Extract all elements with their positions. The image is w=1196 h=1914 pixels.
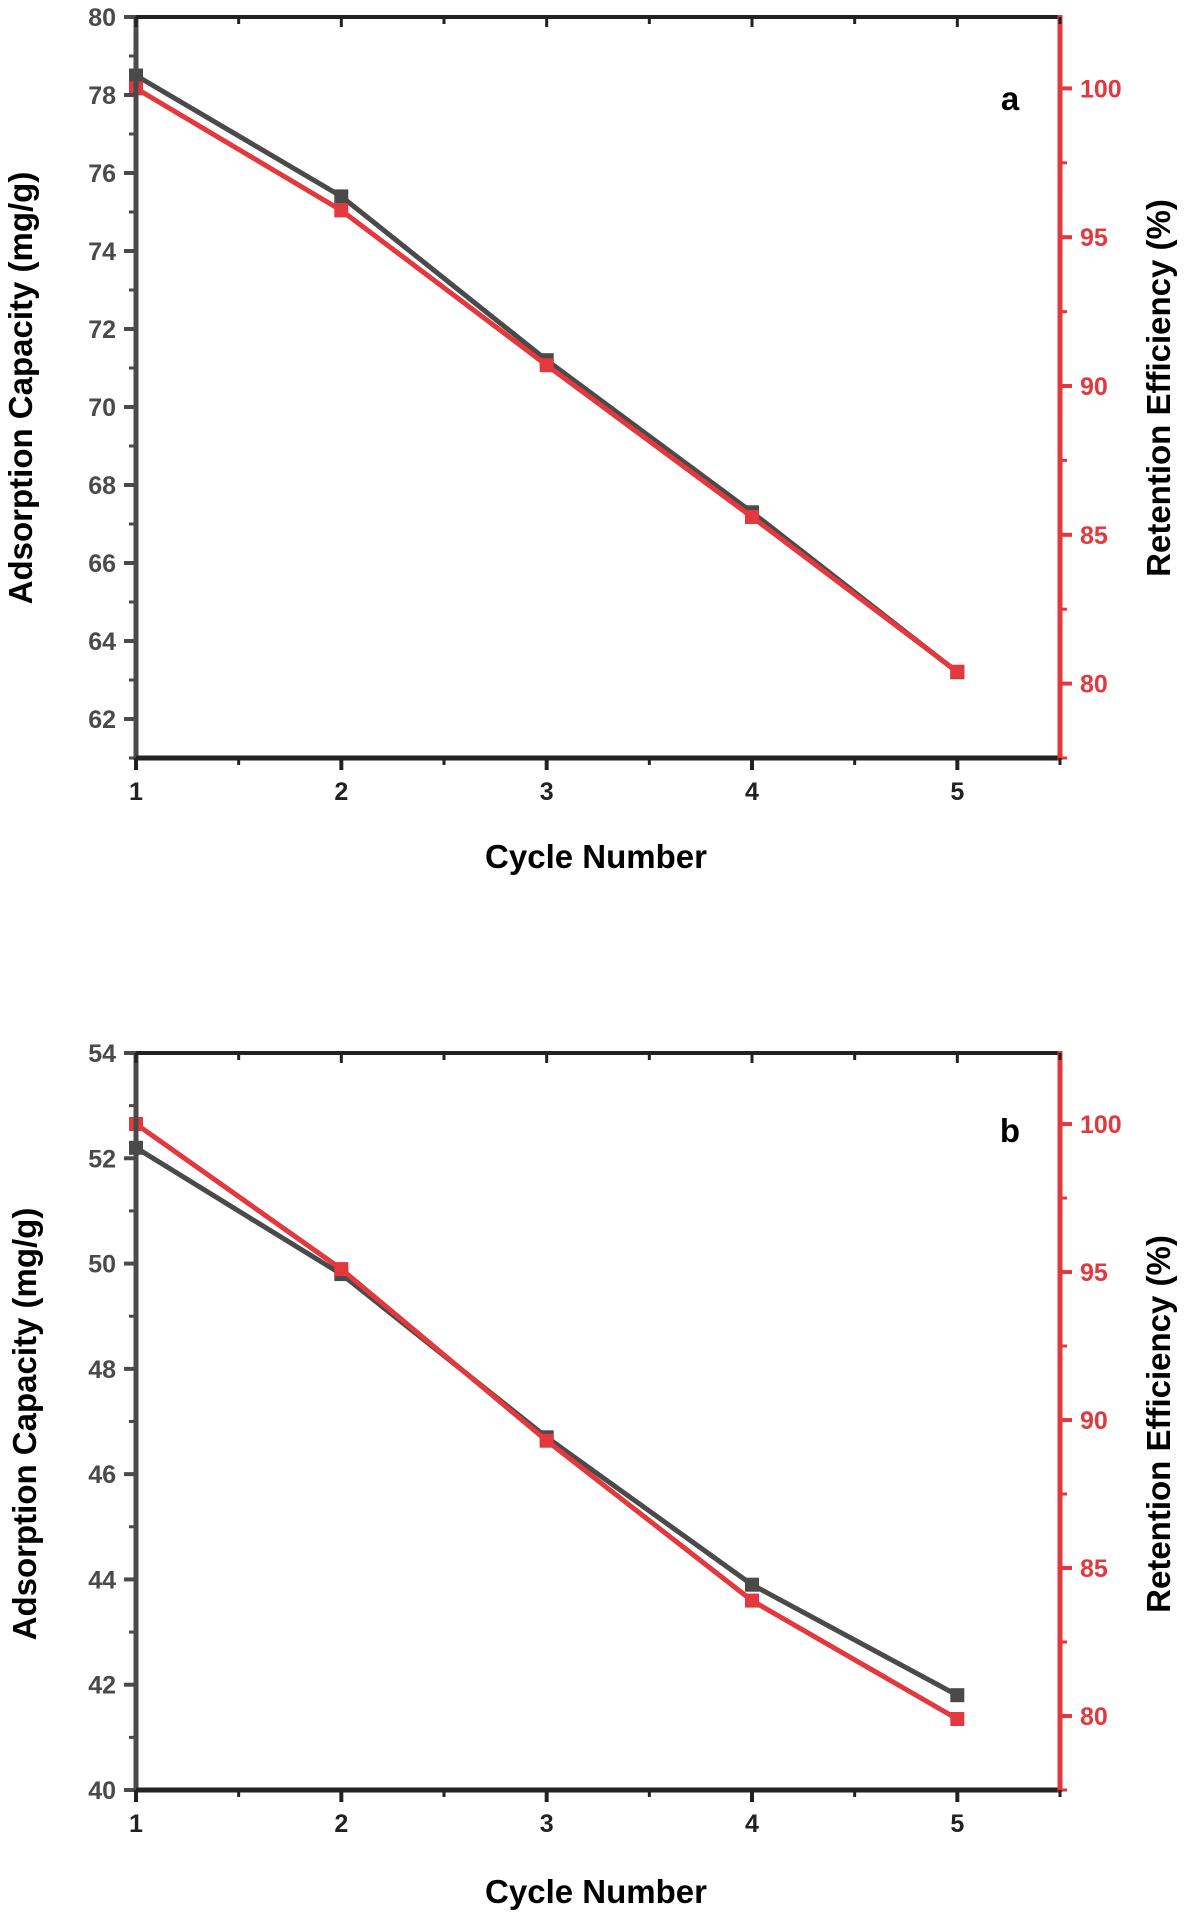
panel-a-y-tick-label-64: 64 — [88, 628, 116, 656]
panel-a-retention-point-3 — [539, 358, 554, 373]
panel-a-retention-point-2 — [334, 203, 349, 218]
panel-b-x-axis-title: Cycle Number — [485, 1873, 707, 1910]
panel-a-axes: 62 64 66 68 70 72 74 76 78 80 80 85 90 95 100 1 2 3 4 5 — [88, 4, 1122, 806]
panel-a-x-tick-label-3: 3 — [540, 778, 554, 806]
panel-a-y-tick-label-80: 80 — [88, 4, 116, 32]
panel-a-label: a — [1001, 80, 1020, 117]
panel-b-label: b — [1000, 1112, 1020, 1149]
panel-a: 62 64 66 68 70 72 74 76 78 80 80 85 90 95 100 1 2 3 4 5 a C… — [2, 4, 1177, 875]
panel-b-x-tick-label-3: 3 — [540, 1810, 554, 1838]
panel-b-y-tick-label-42: 42 — [88, 1672, 116, 1700]
panel-b-axes: 40 42 44 46 48 50 52 54 80 85 90 95 100 1 2 3 4 5 — [88, 1040, 1122, 1838]
panel-b-retention-point-3 — [539, 1433, 554, 1448]
panel-a-y2-tick-label-80: 80 — [1080, 671, 1108, 699]
panel-b-x-tick-label-5: 5 — [950, 1810, 964, 1838]
panel-a-y-tick-label-62: 62 — [88, 706, 116, 734]
panel-b-y2-axis-title: Retention Efficiency (%) — [1140, 1235, 1177, 1613]
panel-b-y2-tick-label-85: 85 — [1080, 1555, 1108, 1583]
panel-b-y2-tick-label-95: 95 — [1080, 1259, 1108, 1287]
panel-a-retention-point-4 — [745, 510, 759, 524]
panel-a-x-tick-label-5: 5 — [950, 778, 964, 806]
panel-b-y-tick-label-44: 44 — [88, 1566, 116, 1594]
panel-b-y-tick-label-54: 54 — [88, 1040, 116, 1068]
panel-a-y2-tick-label-100: 100 — [1080, 75, 1122, 103]
panel-a-capacity-point-2 — [334, 189, 349, 204]
panel-b-capacity-line — [134, 1145, 959, 1698]
panel-a-y-tick-label-72: 72 — [88, 316, 116, 344]
panel-b-retention-point-5 — [950, 1712, 965, 1726]
panel-a-x-tick-label-1: 1 — [129, 778, 143, 806]
panel-a-y-tick-label-74: 74 — [88, 238, 116, 266]
panel-a-x-tick-label-4: 4 — [745, 778, 759, 806]
panel-b: 40 42 44 46 48 50 52 54 80 85 90 95 100 1 2 3 4 5 b Cycle… — [6, 1040, 1177, 1910]
panel-a-retention-line — [134, 86, 959, 674]
panel-b-y-tick-label-52: 52 — [88, 1145, 116, 1173]
panel-b-y2-tick-label-90: 90 — [1080, 1407, 1108, 1435]
panel-a-marks — [129, 68, 965, 680]
panel-a-y-tick-label-78: 78 — [88, 82, 116, 110]
panel-a-y2-tick-label-85: 85 — [1080, 522, 1108, 550]
panel-b-y-tick-label-40: 40 — [88, 1777, 116, 1805]
panel-b-retention-point-2 — [334, 1262, 349, 1277]
panel-a-x-tick-label-2: 2 — [334, 778, 348, 806]
panel-b-y-tick-label-46: 46 — [88, 1461, 116, 1489]
panel-a-y2-axis-title: Retention Efficiency (%) — [1140, 199, 1177, 577]
panel-b-y-tick-label-50: 50 — [88, 1251, 116, 1279]
panel-a-capacity-line — [134, 73, 959, 675]
panel-b-retention-point-4 — [745, 1593, 759, 1608]
panel-b-y2-tick-label-100: 100 — [1080, 1111, 1122, 1139]
panel-a-y-tick-label-68: 68 — [88, 472, 116, 500]
panel-b-x-tick-label-2: 2 — [334, 1810, 348, 1838]
panel-a-retention-point-5 — [950, 664, 965, 679]
panel-a-y-tick-label-76: 76 — [88, 160, 116, 188]
panel-a-x-axis-title: Cycle Number — [485, 838, 707, 875]
panel-b-x-tick-label-1: 1 — [129, 1810, 143, 1838]
panel-a-y-axis-title: Adsorption Capacity (mg/g) — [2, 172, 39, 605]
panel-a-y-tick-label-66: 66 — [88, 550, 116, 578]
panel-b-y-axis-title: Adsorption Capacity (mg/g) — [6, 1208, 43, 1641]
panel-b-x-tick-label-4: 4 — [745, 1810, 759, 1838]
panel-a-y2-tick-label-90: 90 — [1080, 373, 1108, 401]
panel-a-y-tick-label-70: 70 — [88, 394, 116, 422]
panel-b-marks — [129, 1117, 965, 1726]
panel-b-capacity-point-5 — [950, 1688, 965, 1703]
panel-a-y2-tick-label-95: 95 — [1080, 224, 1108, 252]
panel-b-y2-tick-label-80: 80 — [1080, 1703, 1108, 1731]
panel-b-capacity-point-4 — [745, 1577, 759, 1592]
panel-b-y-tick-label-48: 48 — [88, 1356, 116, 1384]
